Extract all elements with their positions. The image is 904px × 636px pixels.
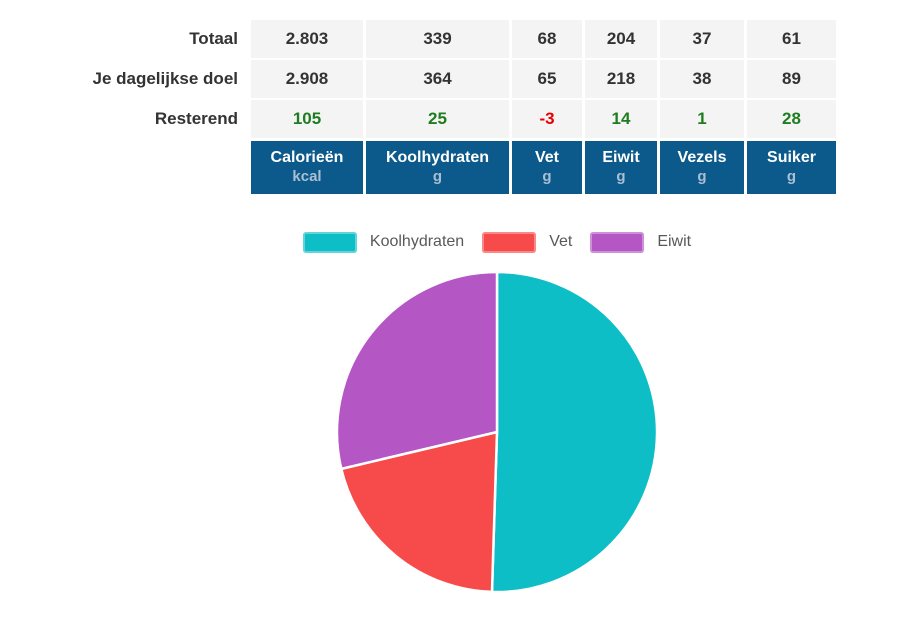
column-unit: g bbox=[786, 167, 797, 185]
column-name: Eiwit bbox=[602, 148, 640, 166]
nutrition-report: Totaal 2.803 339 68 204 37 61 Je dagelij… bbox=[0, 20, 904, 597]
table-cell: 28 bbox=[747, 100, 836, 138]
column-name: Vet bbox=[534, 148, 559, 166]
row-label-resterend: Resterend bbox=[154, 109, 238, 128]
column-header-koolhydraten: Koolhydraten g bbox=[366, 141, 509, 194]
table-row-resterend: Resterend 105 25 -3 14 1 28 bbox=[0, 100, 904, 138]
table-row-dagelijkse-doel: Je dagelijkse doel 2.908 364 65 218 38 8… bbox=[0, 60, 904, 98]
legend-label: Koolhydraten bbox=[369, 233, 465, 250]
row-label-dagelijkse-doel: Je dagelijkse doel bbox=[92, 69, 238, 88]
table-cell: 339 bbox=[366, 20, 509, 58]
column-unit: g bbox=[542, 167, 552, 185]
table-cell: 105 bbox=[251, 100, 363, 138]
table-cell: 38 bbox=[660, 60, 744, 98]
pie-slice-eiwit bbox=[335, 270, 499, 471]
legend-item-eiwit: Eiwit bbox=[590, 231, 692, 253]
legend-label: Vet bbox=[549, 233, 573, 250]
column-header-suiker: Suiker g bbox=[747, 141, 836, 194]
table-cell: 61 bbox=[747, 20, 836, 58]
table-cell: 218 bbox=[585, 60, 657, 98]
table-cell: 89 bbox=[747, 60, 836, 98]
table-cell: 14 bbox=[585, 100, 657, 138]
column-unit: g bbox=[697, 167, 707, 185]
column-header-calorieen: Calorieën kcal bbox=[251, 141, 363, 194]
macro-pie-chart-area: Koolhydraten Vet Eiwit bbox=[292, 230, 702, 597]
legend-item-vet: Vet bbox=[482, 231, 573, 253]
chart-legend: Koolhydraten Vet Eiwit bbox=[302, 230, 692, 254]
table-cell: 364 bbox=[366, 60, 509, 98]
pie-slice-vet bbox=[340, 430, 499, 594]
table-cell: 65 bbox=[512, 60, 582, 98]
column-header-vet: Vet g bbox=[512, 141, 582, 194]
column-name: Vezels bbox=[677, 148, 727, 166]
legend-swatch-vet bbox=[482, 231, 537, 253]
table-row-totaal: Totaal 2.803 339 68 204 37 61 bbox=[0, 20, 904, 58]
table-cell: 37 bbox=[660, 20, 744, 58]
row-label-totaal: Totaal bbox=[189, 29, 238, 48]
pie-chart bbox=[335, 270, 659, 594]
column-name: Calorieën bbox=[270, 148, 344, 166]
pie-slice-koolhydraten bbox=[490, 270, 659, 594]
legend-swatch-eiwit bbox=[590, 231, 645, 253]
table-cell: 68 bbox=[512, 20, 582, 58]
table-cell: 204 bbox=[585, 20, 657, 58]
table-cell: 2.803 bbox=[251, 20, 363, 58]
column-header-eiwit: Eiwit g bbox=[585, 141, 657, 194]
column-unit: kcal bbox=[292, 167, 322, 185]
column-header-vezels: Vezels g bbox=[660, 141, 744, 194]
column-name: Suiker bbox=[767, 148, 816, 166]
column-unit: g bbox=[432, 167, 443, 185]
table-cell: 1 bbox=[660, 100, 744, 138]
column-name: Koolhydraten bbox=[385, 148, 490, 166]
legend-item-koolhydraten: Koolhydraten bbox=[302, 231, 465, 253]
table-cell: -3 bbox=[512, 100, 582, 138]
table-header-row: Calorieën kcal Koolhydraten g Vet g Eiwi… bbox=[0, 141, 904, 194]
column-unit: g bbox=[616, 167, 626, 185]
nutrition-table: Totaal 2.803 339 68 204 37 61 Je dagelij… bbox=[0, 20, 904, 196]
legend-label: Eiwit bbox=[657, 233, 692, 250]
table-cell: 25 bbox=[366, 100, 509, 138]
row-label-spacer bbox=[0, 141, 238, 194]
legend-swatch-koolhydraten bbox=[302, 231, 357, 253]
table-cell: 2.908 bbox=[251, 60, 363, 98]
